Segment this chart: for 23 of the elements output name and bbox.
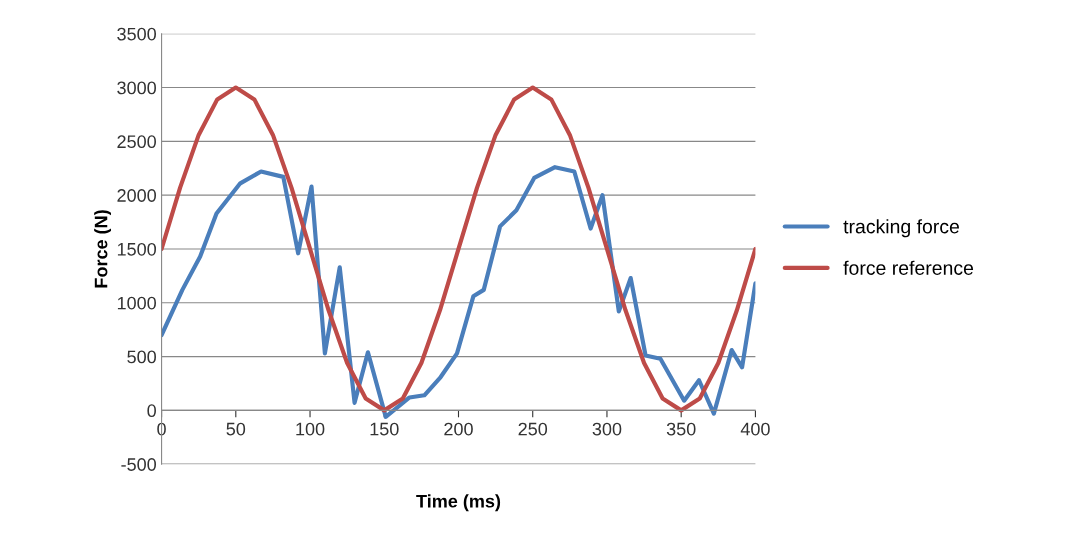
y-axis-title: Force (N) [94, 210, 111, 288]
y-tick-label: 1500 [117, 242, 157, 256]
y-tick-label: 3000 [117, 81, 157, 95]
x-tick-label: 150 [370, 422, 399, 436]
x-tick-label: 100 [296, 422, 325, 436]
y-tick-label: 3500 [117, 27, 157, 41]
y-tick-label: 500 [127, 350, 157, 364]
x-tick-label: 400 [740, 422, 770, 436]
x-tick-label: 250 [518, 422, 548, 436]
x-tick-label: 200 [444, 422, 473, 436]
y-tick-label: 1000 [117, 296, 157, 310]
y-tick-label: 2500 [117, 135, 157, 149]
x-tick-label: 50 [226, 422, 246, 436]
x-tick-label: 300 [592, 422, 622, 436]
x-tick-label: 350 [666, 422, 696, 436]
legend-label: force reference [843, 260, 974, 275]
line-series [161, 165, 756, 419]
y-tick-label: -500 [121, 458, 157, 471]
y-tick-label: 2000 [117, 189, 157, 202]
x-axis-title: Time (ms) [416, 494, 501, 512]
line-series [161, 85, 756, 413]
legend-label: tracking force [843, 219, 959, 238]
y-tick-label: 0 [147, 404, 156, 418]
